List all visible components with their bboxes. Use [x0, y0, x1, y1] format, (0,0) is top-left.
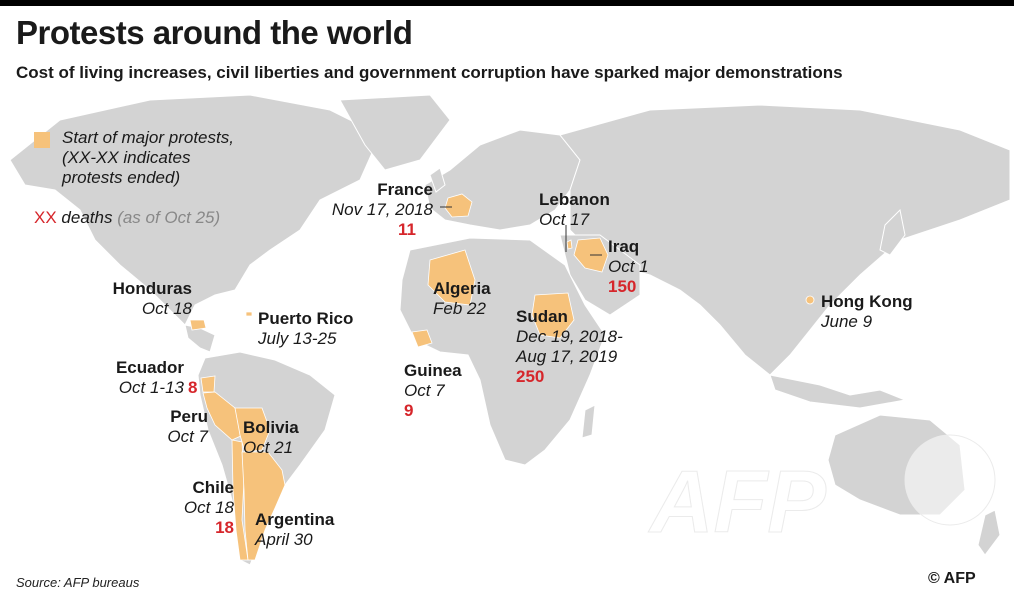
madagascar-landmass — [581, 404, 596, 439]
map-subtitle: Cost of living increases, civil libertie… — [16, 63, 843, 82]
label-algeria: Algeria Feb 22 — [433, 279, 491, 318]
legend-protest-text: Start of major protests, (XX-XX indicate… — [62, 128, 234, 187]
protest-region-hong-kong — [805, 295, 815, 305]
label-peru: Peru Oct 7 — [167, 407, 208, 446]
protest-region-argentina — [241, 451, 286, 561]
north-america-landmass — [9, 94, 381, 326]
map-title: Protests around the world — [16, 14, 413, 51]
label-ecuador: Ecuador Oct 1-13 — [115, 358, 184, 397]
label-puerto-rico: Puerto Rico July 13-25 — [258, 309, 354, 348]
world-map: AFP — [9, 94, 1011, 566]
indonesia-landmass — [769, 374, 907, 409]
protest-region-puerto-rico — [245, 311, 253, 317]
legend-deaths-text: XX deaths (as of Oct 25) — [34, 208, 221, 227]
protest-region-sudan — [531, 292, 575, 339]
watermark-globe — [904, 434, 996, 526]
top-rule — [0, 0, 1014, 6]
label-france: France Nov 17, 2018 — [331, 180, 433, 219]
new-zealand-landmass — [977, 509, 1001, 556]
label-honduras: Honduras Oct 18 — [112, 279, 192, 318]
greenland-landmass — [339, 94, 451, 171]
protest-region-lebanon — [566, 239, 573, 250]
protest-region-bolivia — [234, 407, 271, 453]
uk-landmass — [429, 167, 446, 193]
protest-region-ecuador — [200, 375, 216, 393]
legend-swatch — [34, 132, 50, 148]
label-iraq: Iraq Oct 1 150 — [608, 237, 649, 296]
afp-credit: © AFP — [928, 570, 976, 587]
source-note: Source: AFP bureaus — [16, 575, 140, 590]
label-hong-kong: Hong Kong June 9 — [821, 292, 913, 331]
label-chile: Chile Oct 18 18 — [183, 478, 234, 537]
label-sudan: Sudan Dec 19, 2018- Aug 17, 2019 250 — [516, 307, 623, 386]
protest-region-peru — [202, 391, 244, 441]
label-bolivia: Bolivia Oct 21 — [243, 418, 299, 457]
label-france-deaths: 11 — [398, 220, 416, 239]
label-argentina: Argentina April 30 — [255, 510, 335, 549]
label-lebanon: Lebanon Oct 17 — [539, 190, 610, 229]
protest-region-guinea — [411, 329, 433, 348]
protest-region-algeria — [427, 249, 476, 306]
protest-region-france — [444, 193, 473, 218]
protest-region-honduras — [189, 319, 207, 331]
japan-landmass — [879, 208, 906, 256]
watermark-text: AFP — [648, 452, 826, 551]
label-ecuador-deaths: 8 — [188, 378, 198, 397]
